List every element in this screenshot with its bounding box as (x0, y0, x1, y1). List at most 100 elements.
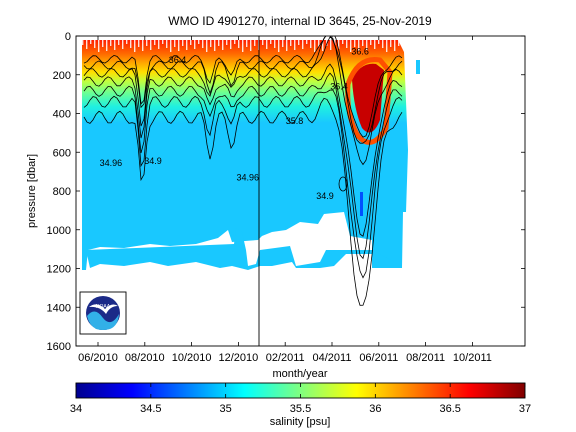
x-tick-label: 08/2011 (406, 352, 445, 364)
surface-speckle (182, 40, 184, 46)
contour-line (83, 36, 403, 138)
surface-speckle (94, 40, 96, 48)
y-tick-label: 1400 (47, 302, 71, 314)
surface-speckle (278, 40, 280, 52)
surface-speckle (158, 40, 160, 49)
salinity-field-body (82, 40, 408, 270)
x-tick-label: 10/2011 (453, 352, 492, 364)
y-axis-label: pressure [dbar] (26, 154, 38, 228)
surface-speckle (90, 40, 92, 44)
noaa-logo: NOAA (79, 291, 127, 335)
x-tick-label: 06/2011 (359, 352, 398, 364)
contour-line (83, 63, 403, 237)
surface-speckle (246, 40, 248, 47)
contour-labels: 34.96 34.9 34.96 34.9 35.8 36.4 36.4 36.6 (100, 46, 369, 200)
surface-speckle (266, 40, 268, 49)
contour-line (83, 36, 403, 144)
surface-speckle (102, 40, 104, 47)
y-tick-label: 0 (65, 31, 71, 43)
surface-speckle (206, 40, 208, 52)
surface-speckle (330, 40, 332, 50)
surface-speckle (174, 40, 176, 47)
contour-lines (83, 36, 403, 306)
contour-line (83, 97, 403, 306)
surface-speckle (218, 40, 220, 46)
surface-speckle (390, 40, 392, 47)
surface-speckle (162, 40, 164, 44)
surface-speckle (146, 40, 148, 46)
surface-speckle (350, 40, 352, 52)
surface-speckle (234, 40, 236, 44)
contour-line (83, 72, 403, 260)
surface-speckle (238, 40, 240, 48)
surface-speckle (126, 40, 128, 44)
contour-label: 34.96 (236, 172, 259, 182)
colorbar-tick-label: 35 (220, 403, 232, 415)
contour-line (83, 89, 403, 279)
surface-speckle (358, 40, 360, 51)
colorbar-tick-label: 37 (519, 403, 531, 415)
surface-speckle (354, 40, 356, 47)
surface-speckle (138, 40, 140, 47)
surface-speckle (86, 40, 88, 49)
surface-speckle (262, 40, 264, 45)
surface-speckle (382, 40, 384, 48)
contour-line (83, 36, 403, 166)
y-axis: 0 200 400 600 800 1000 1200 1400 1600 (47, 31, 525, 353)
y-tick-label: 400 (53, 109, 71, 121)
surface-speckle (254, 40, 256, 46)
surface-speckle (378, 40, 380, 44)
surface-speckle (122, 40, 124, 49)
surface-speckle (110, 40, 112, 46)
x-axis: 06/2010 08/2010 10/2010 12/2010 02/2011 04/20… (78, 36, 492, 364)
y-tick-label: 600 (53, 147, 71, 159)
chart-title: WMO ID 4901270, internal ID 3645, 25-Nov… (168, 14, 432, 28)
surface-speckle (178, 40, 180, 51)
surface-speckle (198, 40, 200, 44)
x-tick-label: 10/2010 (172, 352, 212, 364)
surface-speckle (134, 40, 136, 52)
noaa-logo-text: NOAA (96, 304, 111, 310)
late-profile (416, 60, 420, 74)
surface-speckle (302, 40, 304, 49)
colorbar-tick-label: 34 (70, 403, 82, 415)
surface-speckle (286, 40, 288, 51)
surface-speckle (282, 40, 284, 47)
surface-speckle (338, 40, 340, 49)
surface-speckle (166, 40, 168, 48)
surface-speckle (142, 40, 144, 51)
surface-speckle (318, 40, 320, 47)
contour-label: 34.9 (316, 191, 334, 201)
surface-speckle (186, 40, 188, 50)
contour-label: 36.6 (351, 46, 369, 56)
surface-speckle (242, 40, 244, 52)
x-tick-label: 02/2011 (266, 352, 305, 364)
surface-speckle (222, 40, 224, 50)
surface-speckle (130, 40, 132, 48)
surface-speckle (310, 40, 312, 48)
surface-speckle (386, 40, 388, 52)
surface-speckle (170, 40, 172, 52)
surface-speckle (250, 40, 252, 51)
colorbar-label: salinity [psu] (270, 416, 331, 428)
salinity-deep-strip (86, 228, 402, 270)
surface-speckle (274, 40, 276, 48)
surface-speckle (366, 40, 368, 50)
x-tick-label: 08/2010 (125, 352, 165, 364)
salinity-core (352, 63, 384, 133)
colorbar-ticks: 34 34.5 35 35.5 36 36.5 37 (70, 383, 531, 415)
surface-speckle (114, 40, 116, 50)
surface-speckle (82, 40, 84, 45)
surface-speckle (270, 40, 272, 44)
salinity-spike (360, 192, 363, 216)
contour-blob (338, 176, 348, 192)
surface-speckle (362, 40, 364, 46)
surface-speckle (194, 40, 196, 49)
surface-speckle (370, 40, 372, 45)
contour-label: 34.9 (144, 156, 162, 166)
x-tick-label: 12/2010 (219, 352, 259, 364)
x-tick-label: 06/2010 (78, 352, 118, 364)
surface-speckle (106, 40, 108, 51)
surface-speckle (394, 40, 396, 51)
